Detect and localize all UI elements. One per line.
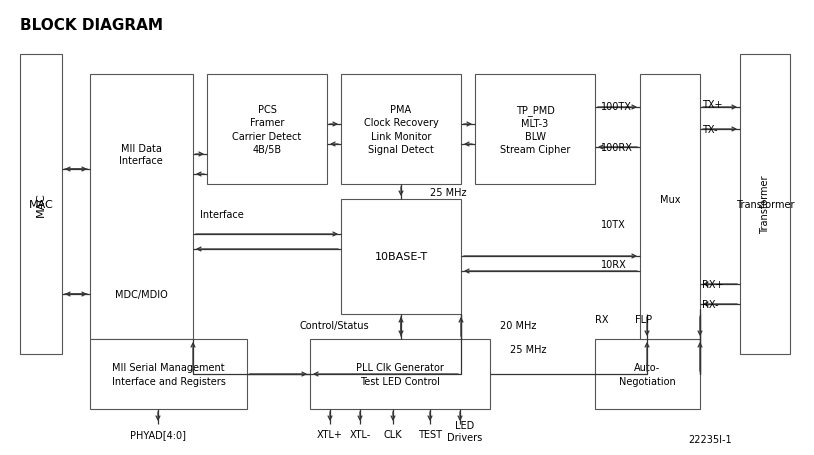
Text: PHYAD[4:0]: PHYAD[4:0] [130,429,186,439]
Text: MAC: MAC [28,200,54,210]
Text: PLL Clk Generator
Test LED Control: PLL Clk Generator Test LED Control [356,363,444,386]
Text: 100RX: 100RX [601,143,632,153]
Text: XTL-: XTL- [349,429,370,439]
Bar [90,339,247,409]
Bar [90,75,193,339]
Text: PCS
Framer
Carrier Detect
4B/5B: PCS Framer Carrier Detect 4B/5B [232,105,302,154]
Text: TP_PMD
MLT-3
BLW
Stream Cipher: TP_PMD MLT-3 BLW Stream Cipher [500,105,570,155]
Text: Interface: Interface [200,210,243,219]
Bar [341,200,461,314]
Text: XTL+: XTL+ [317,429,343,439]
Text: MII Serial Management
Interface and Registers: MII Serial Management Interface and Regi… [112,363,225,386]
Text: 100TX: 100TX [601,102,632,112]
Text: 25 MHz: 25 MHz [510,344,546,354]
Text: 10BASE-T: 10BASE-T [374,252,427,262]
Text: 22235I-1: 22235I-1 [689,434,732,444]
Text: BLOCK DIAGRAM: BLOCK DIAGRAM [20,18,163,33]
Text: TX-: TX- [702,125,717,135]
Bar [595,339,700,409]
Text: 25 MHz: 25 MHz [430,187,466,197]
Bar [640,75,700,339]
Text: FLP: FLP [635,314,652,324]
Bar [341,75,461,185]
Text: RX: RX [595,314,609,324]
Bar [475,75,595,185]
Text: CLK: CLK [383,429,402,439]
Text: Mux: Mux [660,195,681,205]
Bar [20,55,62,354]
Text: TX+: TX+ [702,100,723,110]
Text: LED
Drivers: LED Drivers [448,420,483,442]
Text: 10RX: 10RX [601,259,627,269]
Text: MAC: MAC [36,192,46,217]
Text: 10TX: 10TX [601,219,626,229]
Bar [207,75,327,185]
Text: MDC/MDIO: MDC/MDIO [115,289,168,299]
Bar [310,339,490,409]
Text: PMA
Clock Recovery
Link Monitor
Signal Detect: PMA Clock Recovery Link Monitor Signal D… [364,105,439,154]
Bar [740,55,790,354]
Text: Control/Status: Control/Status [300,320,370,330]
Text: Transformer: Transformer [736,200,794,210]
Text: MII Data
Interface: MII Data Interface [119,144,163,166]
Text: RX+: RX+ [702,279,724,289]
Text: 20 MHz: 20 MHz [500,320,536,330]
Text: Transformer: Transformer [760,175,770,234]
Text: RX-: RX- [702,299,719,309]
Text: TEST: TEST [418,429,442,439]
Text: Auto-
Negotiation: Auto- Negotiation [619,363,676,386]
